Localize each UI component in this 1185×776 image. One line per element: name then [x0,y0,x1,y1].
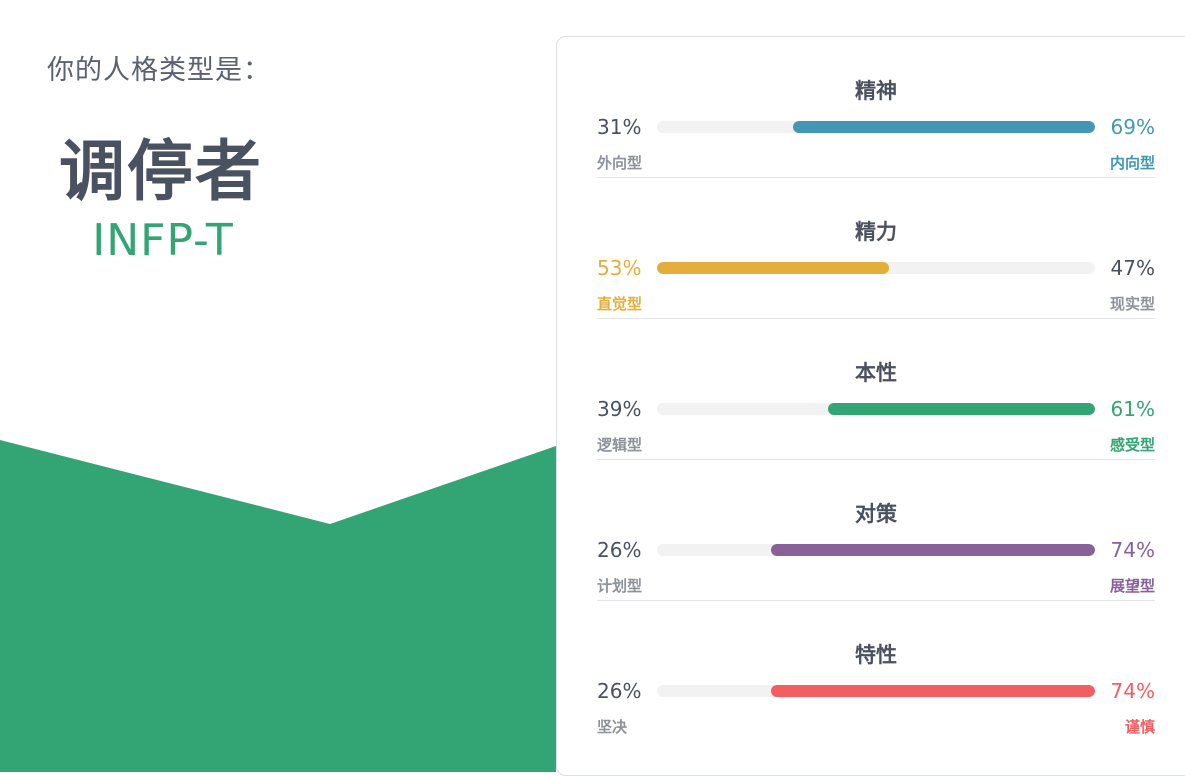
trait-energy: 精力 53% 47% 直觉型 现实型 [597,178,1155,319]
trait-bar [657,403,1095,415]
personality-type-code: INFP-T [92,215,234,266]
trait-bar [657,544,1095,556]
trait-bar-fill [657,262,890,274]
trait-right-percent: 47% [1110,256,1155,280]
trait-title: 特性 [855,643,897,667]
divider [597,177,1155,178]
result-subtitle: 你的人格类型是： [47,55,271,86]
trait-left-label: 直觉型 [597,295,643,313]
trait-right-percent: 61% [1110,397,1155,421]
trait-left-percent: 26% [597,679,642,703]
trait-right-percent: 69% [1110,115,1155,139]
divider [597,600,1155,601]
trait-bar [657,685,1095,697]
trait-right-percent: 74% [1110,679,1155,703]
trait-left-percent: 31% [597,115,642,139]
trait-right-label: 谨慎 [1124,718,1155,736]
divider [597,318,1155,319]
result-panel: 你的人格类型是： 调停者 INFP-T [0,0,556,772]
trait-left-percent: 39% [597,397,642,421]
trait-right-label: 展望型 [1109,577,1155,595]
trait-left-percent: 53% [597,256,642,280]
trait-identity: 特性 26% 74% 坚决 谨慎 [597,601,1155,742]
trait-mind: 精神 31% 69% 外向型 内向型 [597,37,1155,178]
trait-title: 本性 [855,361,897,385]
trait-nature: 本性 39% 61% 逻辑型 感受型 [597,319,1155,460]
personality-type-name: 调停者 [59,133,263,210]
trait-bar-fill [770,685,1095,697]
trait-left-percent: 26% [597,538,642,562]
trait-right-percent: 74% [1110,538,1155,562]
trait-title: 精力 [855,220,897,244]
trait-right-label: 现实型 [1109,295,1155,313]
trait-tactics: 对策 26% 74% 计划型 展望型 [597,460,1155,601]
trait-title: 精神 [855,79,897,103]
trait-left-label: 坚决 [597,718,628,736]
trait-right-label: 感受型 [1109,436,1155,454]
traits-card: 精神 31% 69% 外向型 内向型 精力 53% 47% 直觉型 现实型 本性… [556,36,1185,776]
trait-bar [657,121,1095,133]
trait-bar [657,262,1095,274]
trait-bar-fill [827,403,1095,415]
trait-left-label: 逻辑型 [597,436,643,454]
trait-left-label: 计划型 [597,577,643,595]
trait-right-label: 内向型 [1109,154,1155,172]
trait-bar-fill [792,121,1095,133]
trait-title: 对策 [855,502,897,526]
trait-left-label: 外向型 [597,154,643,172]
divider [597,459,1155,460]
trait-bar-fill [770,544,1095,556]
